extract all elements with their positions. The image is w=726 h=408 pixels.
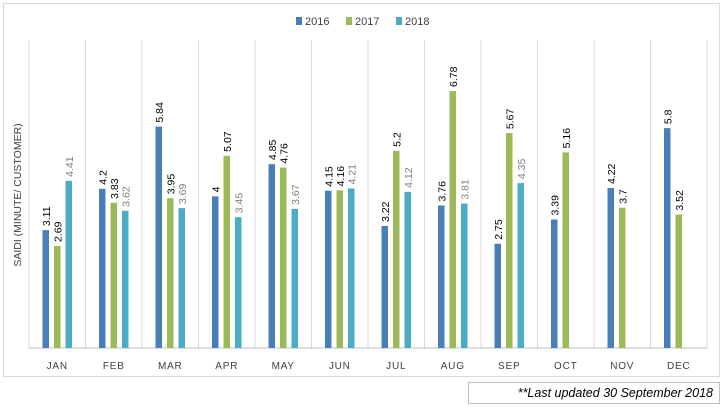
data-label-2016-mar: 5.84 bbox=[154, 102, 166, 123]
bar-2017-sep bbox=[506, 133, 513, 348]
bar-2017-jun bbox=[336, 190, 343, 348]
bar-2016-jun bbox=[325, 190, 332, 348]
data-label-2016-jan: 3.11 bbox=[41, 206, 53, 226]
bar-2017-jul bbox=[393, 150, 400, 348]
data-label-2016-apr: 4 bbox=[210, 186, 222, 192]
legend-swatch-2016 bbox=[296, 17, 302, 25]
x-tick-label: MAR bbox=[158, 361, 183, 372]
data-label-2017-apr: 5.07 bbox=[222, 131, 234, 152]
x-tick-label: AUG bbox=[441, 361, 465, 372]
bar-2017-feb bbox=[110, 202, 117, 348]
data-label-2016-may: 4.85 bbox=[267, 140, 279, 161]
data-label-2018-apr: 3.45 bbox=[233, 193, 245, 214]
bar-2017-dec bbox=[675, 214, 682, 348]
data-label-2016-nov: 4.22 bbox=[606, 163, 618, 184]
x-tick-label: FEB bbox=[103, 361, 125, 372]
bar-2016-feb bbox=[99, 188, 106, 348]
data-label-2016-feb: 4.2 bbox=[97, 170, 109, 185]
bar-2017-nov bbox=[619, 207, 626, 348]
data-label-2018-mar: 3.69 bbox=[177, 184, 189, 205]
data-label-2017-may: 4.76 bbox=[278, 143, 290, 164]
x-tick-label: SEP bbox=[498, 361, 520, 372]
bar-2016-dec bbox=[664, 128, 671, 348]
y-axis-label: SAIDI (MINUTE/ CUSTOMER) bbox=[12, 123, 24, 266]
data-label-2016-jun: 4.15 bbox=[323, 166, 335, 187]
bar-2018-mar bbox=[178, 208, 185, 348]
bar-2018-jun bbox=[348, 188, 355, 348]
legend-swatch-2017 bbox=[346, 17, 352, 25]
data-label-2017-jun: 4.16 bbox=[335, 166, 347, 187]
bar-2017-may bbox=[280, 167, 287, 348]
bar-2016-apr bbox=[212, 196, 219, 348]
x-tick-label: JUL bbox=[386, 361, 406, 372]
bar-2018-jul bbox=[404, 191, 411, 348]
bar-2017-jan bbox=[54, 246, 61, 348]
bar-2018-apr bbox=[235, 217, 242, 348]
x-tick-label: NOV bbox=[610, 361, 634, 372]
data-label-2018-aug: 3.81 bbox=[459, 179, 471, 200]
data-label-2017-jan: 2.69 bbox=[52, 221, 64, 242]
data-label-2017-sep: 5.67 bbox=[504, 108, 516, 129]
x-tick-label: APR bbox=[215, 361, 238, 372]
bar-2016-nov bbox=[607, 188, 614, 348]
bar-2016-sep bbox=[494, 243, 501, 348]
data-label-2018-jun: 4.21 bbox=[346, 164, 358, 185]
data-label-2016-oct: 3.39 bbox=[549, 195, 561, 216]
data-label-2018-jan: 4.41 bbox=[64, 156, 76, 177]
data-label-2017-feb: 3.83 bbox=[109, 178, 121, 199]
x-tick-label: JUN bbox=[329, 361, 351, 372]
bar-2016-jan bbox=[42, 230, 49, 348]
bar-2016-aug bbox=[438, 205, 445, 348]
x-tick-label: OCT bbox=[554, 361, 578, 372]
x-tick-label: DEC bbox=[667, 361, 691, 372]
data-label-2017-aug: 6.78 bbox=[448, 66, 460, 87]
legend-label-2016: 2016 bbox=[305, 16, 329, 28]
bar-chart: SAIDI (MINUTE/ CUSTOMER) 2016 2017 2018 JAN F… bbox=[12, 16, 708, 372]
data-label-2017-nov: 3.7 bbox=[617, 189, 629, 204]
bar-2018-feb bbox=[122, 210, 129, 348]
bar-2016-jul bbox=[381, 225, 388, 348]
bar-2016-oct bbox=[551, 219, 558, 348]
data-label-2016-aug: 3.76 bbox=[436, 181, 448, 202]
bar-2017-oct bbox=[562, 152, 569, 348]
bar-2018-aug bbox=[461, 203, 468, 348]
legend-label-2017: 2017 bbox=[355, 16, 379, 28]
x-tick-label: JAN bbox=[47, 361, 68, 372]
data-label-2017-oct: 5.16 bbox=[561, 128, 573, 149]
bar-2016-may bbox=[268, 164, 275, 348]
bar-2017-aug bbox=[449, 91, 456, 348]
data-label-2018-may: 3.67 bbox=[290, 184, 302, 205]
bar-2018-may bbox=[291, 208, 298, 348]
data-label-2018-feb: 3.62 bbox=[120, 186, 132, 207]
data-label-2018-jul: 4.12 bbox=[403, 167, 415, 188]
last-updated-note: **Last updated 30 September 2018 bbox=[468, 382, 720, 404]
data-label-2017-jul: 5.2 bbox=[391, 132, 403, 147]
data-label-2016-jul: 3.22 bbox=[380, 201, 392, 222]
data-label-2016-sep: 2.75 bbox=[493, 219, 505, 240]
data-label-2017-mar: 3.95 bbox=[165, 174, 177, 195]
data-label-2016-dec: 5.8 bbox=[662, 109, 674, 124]
legend-label-2018: 2018 bbox=[405, 16, 429, 28]
bar-2016-mar bbox=[155, 126, 162, 348]
data-label-2018-sep: 4.35 bbox=[516, 159, 528, 180]
x-tick-label: MAY bbox=[272, 361, 295, 372]
bar-2017-apr bbox=[223, 155, 230, 348]
bar-2018-jan bbox=[65, 180, 72, 348]
bar-2018-sep bbox=[517, 183, 524, 348]
legend-swatch-2018 bbox=[396, 17, 402, 25]
bar-2017-mar bbox=[167, 198, 174, 348]
data-label-2017-dec: 3.52 bbox=[674, 190, 686, 211]
